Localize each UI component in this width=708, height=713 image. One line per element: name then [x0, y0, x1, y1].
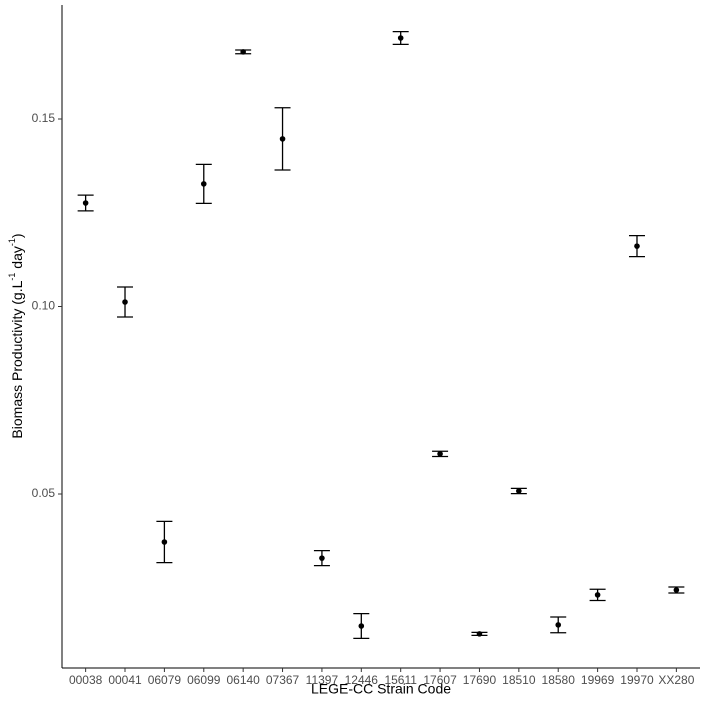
point: [397, 35, 404, 41]
point: [240, 49, 246, 55]
x-tick-label: 06140: [226, 673, 260, 687]
x-tick-label: 19969: [581, 673, 615, 687]
point: [516, 488, 522, 494]
point: [161, 539, 168, 545]
point: [279, 136, 286, 142]
x-tick-label: 00041: [108, 673, 142, 687]
x-tick-label: 07367: [266, 673, 300, 687]
point: [594, 592, 601, 598]
y-title-sup: -1: [7, 238, 17, 246]
point: [358, 623, 365, 629]
x-tick-label: 18510: [502, 673, 536, 687]
y-title-part: ): [9, 233, 25, 238]
x-tick-label: 17690: [463, 673, 497, 687]
point: [319, 555, 325, 561]
y-title-part: day: [9, 246, 25, 272]
x-tick-label: 19970: [620, 673, 654, 687]
point: [82, 200, 89, 206]
y-tick-label: 0.05: [32, 486, 56, 500]
y-axis-title: Biomass Productivity (g.L-1 day-1): [7, 233, 24, 438]
point: [122, 299, 128, 305]
x-tick-label: 00038: [69, 673, 103, 687]
point: [555, 622, 562, 628]
x-tick-label: 06099: [187, 673, 221, 687]
x-axis-title: LEGE-CC Strain Code: [311, 681, 451, 697]
point: [437, 451, 443, 457]
y-title-part: Biomass Productivity (g.L: [9, 280, 25, 438]
y-tick-label: 0.15: [32, 111, 56, 125]
point: [200, 181, 207, 187]
point: [476, 631, 483, 637]
y-tick-label: 0.10: [32, 299, 56, 313]
x-tick-label: 18580: [542, 673, 576, 687]
x-tick-label: 06079: [148, 673, 182, 687]
x-tick-label: XX280: [658, 673, 694, 687]
point: [634, 243, 640, 249]
y-title-sup: -1: [7, 273, 17, 281]
x-tick-label: 11397: [306, 673, 339, 687]
x-tick-label: 12446: [345, 673, 379, 687]
point: [673, 587, 680, 593]
x-tick-label: 15611: [384, 673, 417, 687]
x-tick-label: 17607: [423, 673, 457, 687]
